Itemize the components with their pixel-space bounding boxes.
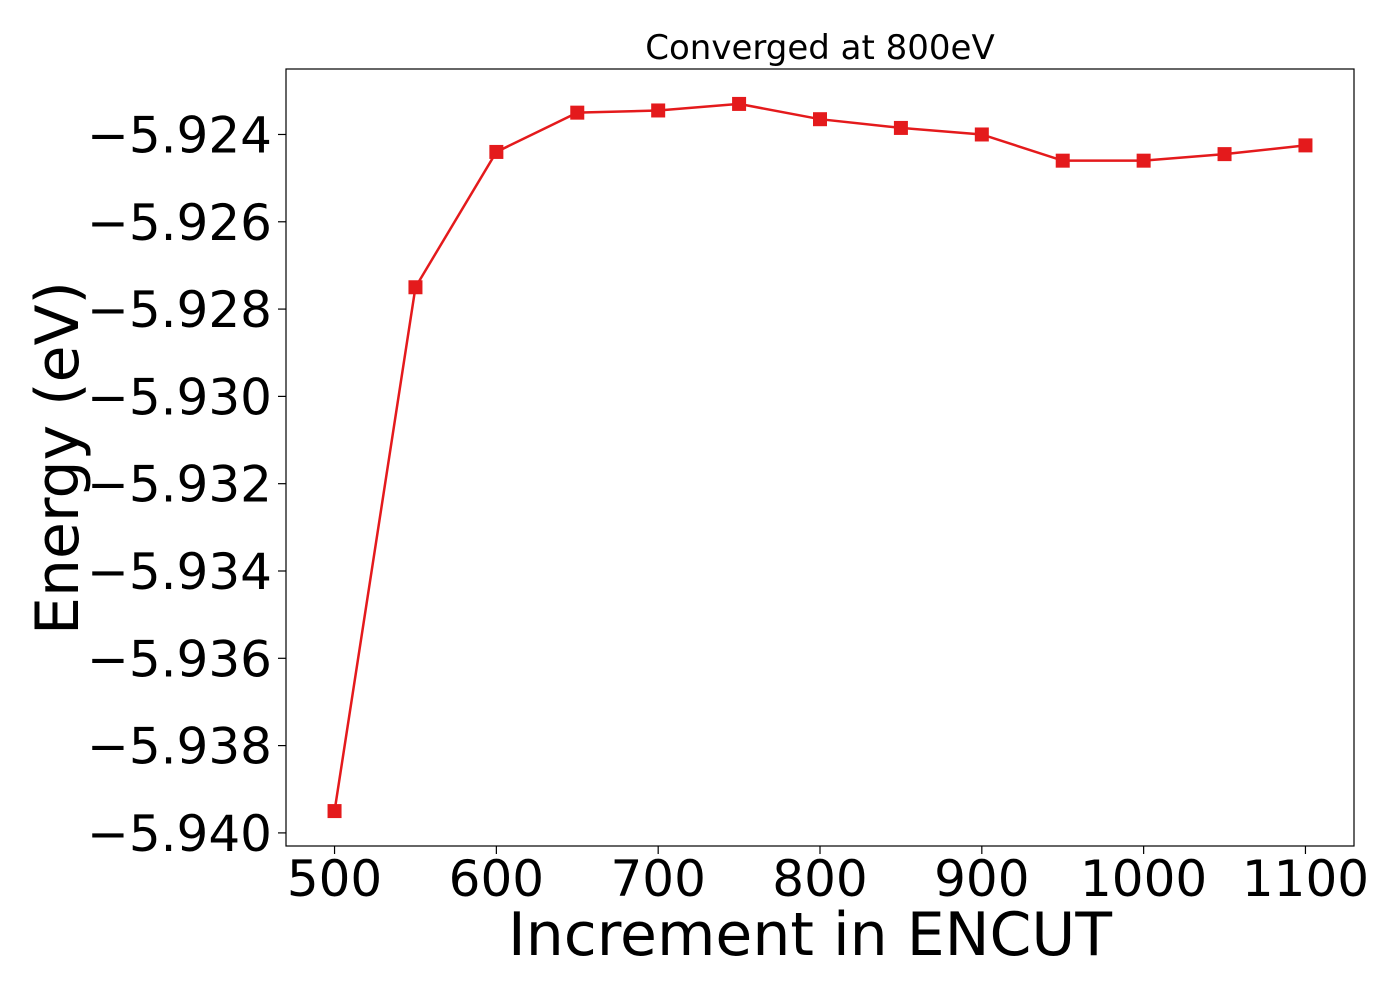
x-tick-label: 700 (610, 850, 705, 908)
y-axis: −5.924 −5.926 −5.928 −5.930 −5.932 −5.934 −5.9… (87, 106, 286, 863)
data-point-marker (1136, 153, 1151, 168)
x-tick-label: 1100 (1242, 850, 1369, 908)
data-point-marker (327, 804, 342, 819)
data-point-marker (651, 103, 666, 118)
data-point-marker (813, 112, 827, 127)
x-axis-label: Increment in ENCUT (508, 900, 1112, 970)
x-tick-label: 500 (287, 850, 382, 908)
y-tick-label: −5.932 (87, 456, 272, 514)
data-point-marker (1055, 153, 1070, 168)
y-axis-label: Energy (eV) (23, 281, 93, 635)
y-tick-label: −5.938 (87, 718, 272, 776)
data-point-marker (732, 96, 747, 111)
chart-title: Converged at 800eV (645, 28, 994, 68)
data-point-marker (974, 127, 989, 142)
x-axis: 500 600 700 800 900 1000 1100 (287, 846, 1369, 908)
y-tick-label: −5.936 (87, 630, 272, 688)
data-point-marker (1298, 138, 1313, 153)
data-point-marker (408, 280, 423, 295)
y-tick-label: −5.926 (87, 194, 272, 252)
data-point-marker (893, 120, 908, 135)
y-tick-label: −5.930 (87, 368, 272, 426)
data-point-marker (1217, 147, 1232, 162)
x-tick-label: 800 (772, 850, 867, 908)
data-point-marker (489, 144, 504, 159)
x-tick-label: 600 (449, 850, 544, 908)
x-tick-label: 900 (934, 850, 1029, 908)
y-tick-label: −5.940 (87, 805, 272, 863)
data-point-marker (570, 105, 585, 120)
series-layer (327, 96, 1313, 819)
x-tick-label: 1000 (1080, 850, 1207, 908)
y-tick-label: −5.924 (87, 106, 272, 164)
y-tick-label: −5.928 (87, 281, 272, 339)
y-tick-label: −5.934 (87, 543, 272, 601)
plot-area (285, 68, 1355, 847)
